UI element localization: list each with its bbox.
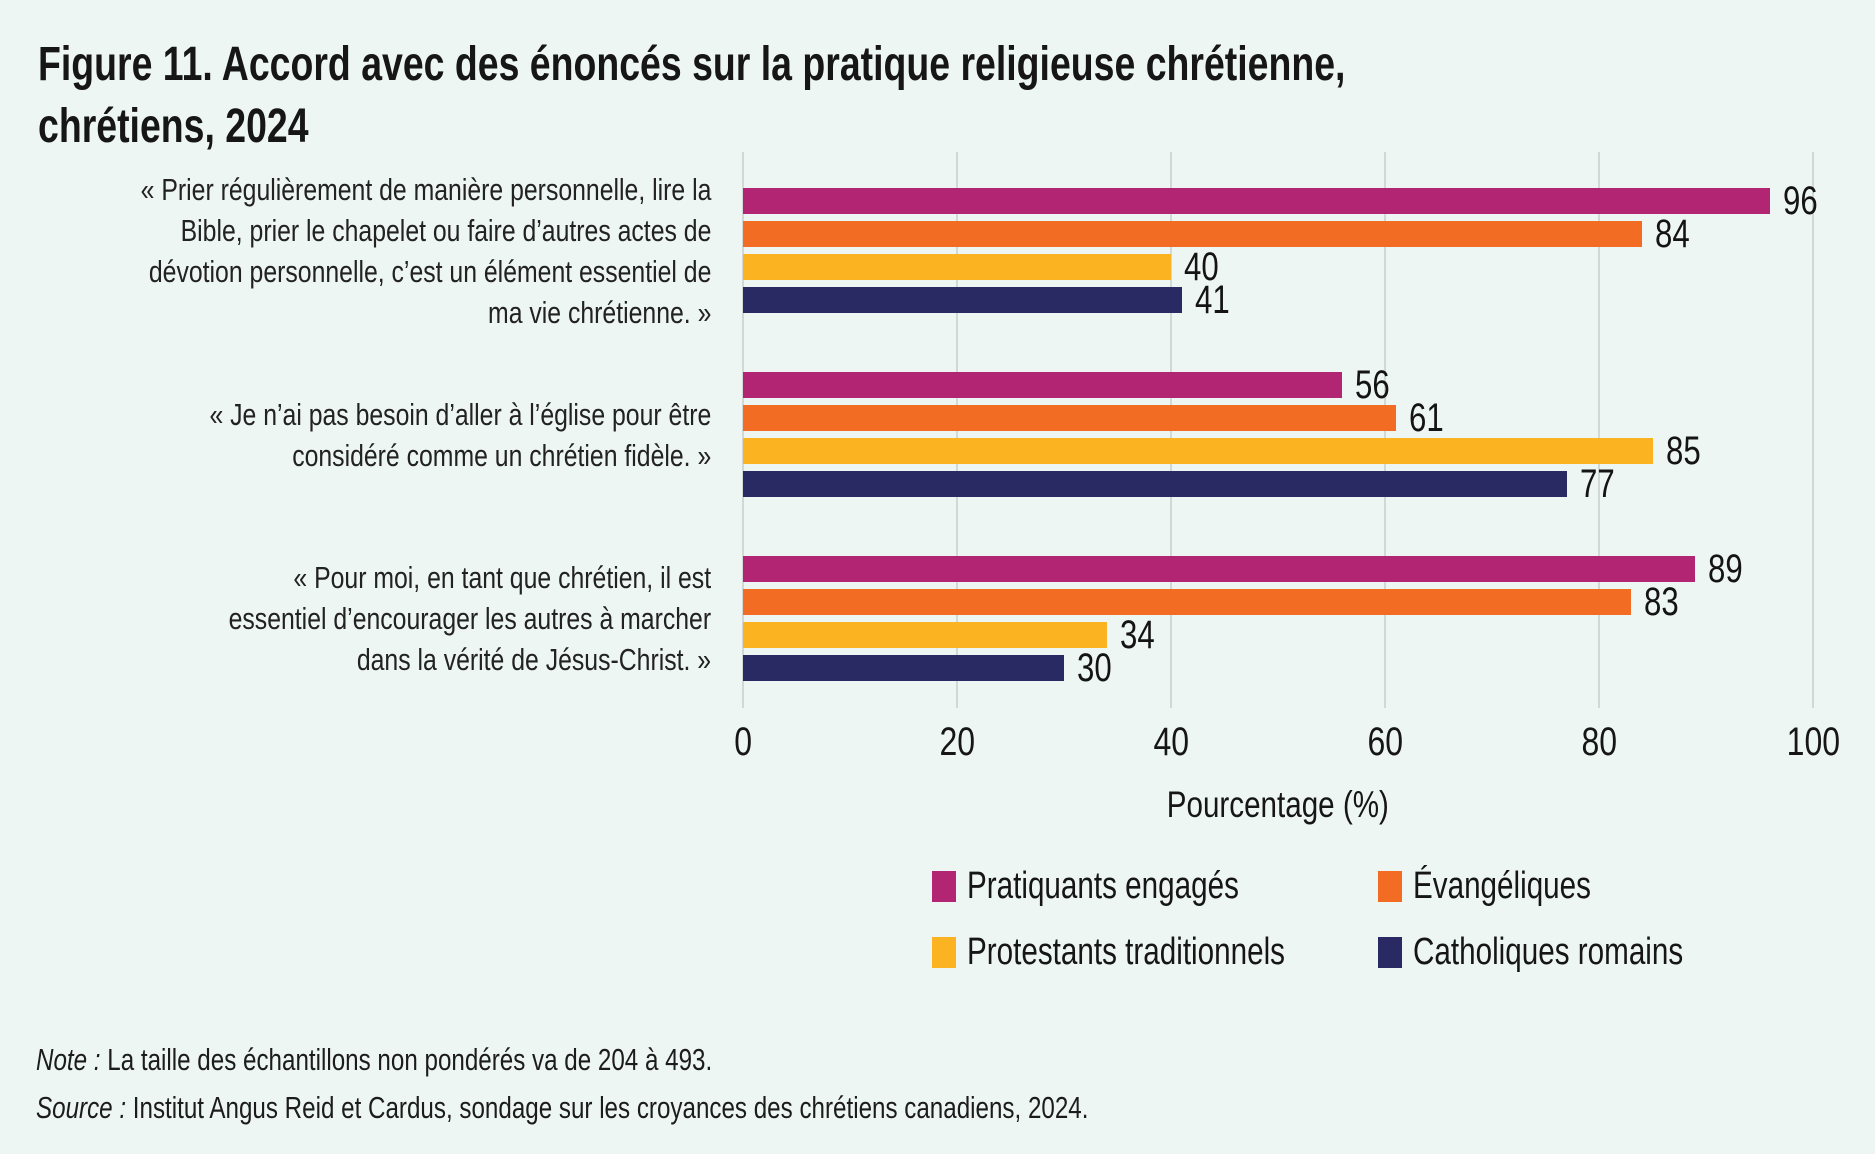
x-tick-label: 0 [673, 720, 813, 765]
x-tick-label: 80 [1529, 720, 1669, 765]
bar-value-text: 61 [1408, 395, 1444, 440]
bar-value-label: 89 [1708, 547, 1753, 591]
x-tick-label-text: 0 [734, 720, 752, 764]
bar-value-label: 61 [1409, 396, 1454, 440]
bar-value-label: 83 [1644, 580, 1689, 624]
bar-value-text: 40 [1184, 244, 1219, 289]
bar-value-text: 30 [1077, 645, 1112, 690]
bar-pratiquants-engag-s [743, 372, 1343, 398]
category-label-text: « Je n’ai pas besoin d’aller à l’église … [209, 396, 711, 473]
note-prefix: Note : [36, 1042, 101, 1077]
bar-protestants-traditionnels [743, 254, 1171, 280]
bar-value-text: 77 [1579, 461, 1615, 506]
x-tick-label: 40 [1101, 720, 1241, 765]
x-tick-label: 100 [1743, 720, 1875, 765]
bar-value-text: 85 [1665, 428, 1701, 473]
x-tick-label-text: 80 [1581, 720, 1617, 764]
bar-catholiques-romains [743, 471, 1567, 497]
bar-value-text: 34 [1119, 612, 1155, 657]
bar-value-label: 40 [1184, 245, 1229, 289]
legend-item-protestants-traditionnels: Protestants traditionnels [932, 931, 1375, 974]
legend-item-catholiques-romains: Catholiques romains [1378, 931, 1759, 974]
figure-title-text: Figure 11. Accord avec des énoncés sur l… [38, 38, 1346, 153]
bar-value-text: 83 [1644, 579, 1679, 624]
bar-value-label: 56 [1355, 363, 1400, 407]
category-label-text: « Pour moi, en tant que chrétien, il est… [228, 560, 711, 677]
gridline [1812, 152, 1814, 708]
x-axis-title-text: Pourcentage (%) [1166, 784, 1390, 825]
bar-value-label: 34 [1120, 613, 1165, 657]
legend-swatch [932, 870, 956, 902]
legend-swatch [932, 936, 956, 968]
bar-value-text: 89 [1708, 546, 1744, 591]
bar-value-label: 85 [1666, 429, 1711, 473]
legend-label: Pratiquants engagés [967, 865, 1316, 908]
source-prefix: Source : [36, 1090, 127, 1125]
bar--vang-liques [743, 405, 1396, 431]
bar-value-label: 30 [1077, 646, 1122, 690]
x-tick-label: 20 [887, 720, 1027, 765]
bar--vang-liques [743, 589, 1632, 615]
x-tick-label-text: 60 [1367, 720, 1403, 764]
bar-value-label: 77 [1580, 462, 1625, 506]
bar-value-label: 96 [1783, 179, 1828, 223]
category-label-text: « Prier régulièrement de manière personn… [140, 171, 711, 330]
bar-protestants-traditionnels [743, 438, 1653, 464]
bar-catholiques-romains [743, 287, 1182, 313]
source-text: Institut Angus Reid et Cardus, sondage s… [132, 1090, 1089, 1125]
note-line: Note : La taille des échantillons non po… [36, 1042, 903, 1078]
bar-protestants-traditionnels [743, 622, 1107, 648]
x-tick-label-text: 20 [939, 720, 975, 764]
bar-pratiquants-engag-s [743, 188, 1771, 214]
legend-label: Catholiques romains [1413, 931, 1759, 974]
source-line: Source : Institut Angus Reid et Cardus, … [36, 1090, 1385, 1126]
legend-label-text: Pratiquants engagés [967, 864, 1239, 907]
category-label: « Prier régulièrement de manière personn… [0, 172, 711, 330]
legend-label: Évangéliques [1413, 865, 1641, 908]
bar-value-text: 56 [1355, 362, 1390, 407]
x-tick-label: 60 [1315, 720, 1455, 765]
bar-catholiques-romains [743, 655, 1064, 681]
bar--vang-liques [743, 221, 1642, 247]
x-tick-label-text: 100 [1786, 720, 1840, 764]
bar-value-text: 84 [1654, 211, 1690, 256]
bar-value-label: 84 [1655, 212, 1700, 256]
x-tick-label-text: 40 [1153, 720, 1189, 764]
note-text: La taille des échantillons non pondérés … [107, 1042, 713, 1077]
x-axis-title: Pourcentage (%) [743, 784, 1813, 826]
bar-value-text: 41 [1194, 277, 1230, 322]
legend-label-text: Catholiques romains [1413, 930, 1684, 973]
category-label: « Pour moi, en tant que chrétien, il est… [0, 556, 711, 681]
bar-value-text: 96 [1783, 178, 1818, 223]
bar-pratiquants-engag-s [743, 556, 1696, 582]
legend-swatch [1378, 870, 1402, 902]
legend-item--vang-liques: Évangéliques [1378, 865, 1641, 908]
gridline [1598, 152, 1600, 708]
category-label: « Je n’ai pas besoin d’aller à l’église … [0, 372, 711, 497]
bar-value-label: 41 [1195, 278, 1240, 322]
figure-title: Figure 11. Accord avec des énoncés sur l… [38, 34, 1714, 158]
legend-swatch [1378, 936, 1402, 968]
legend-label-text: Évangéliques [1413, 864, 1591, 907]
legend-label: Protestants traditionnels [967, 931, 1375, 974]
legend-item-pratiquants-engag-s: Pratiquants engagés [932, 865, 1316, 908]
legend-label-text: Protestants traditionnels [967, 930, 1285, 973]
